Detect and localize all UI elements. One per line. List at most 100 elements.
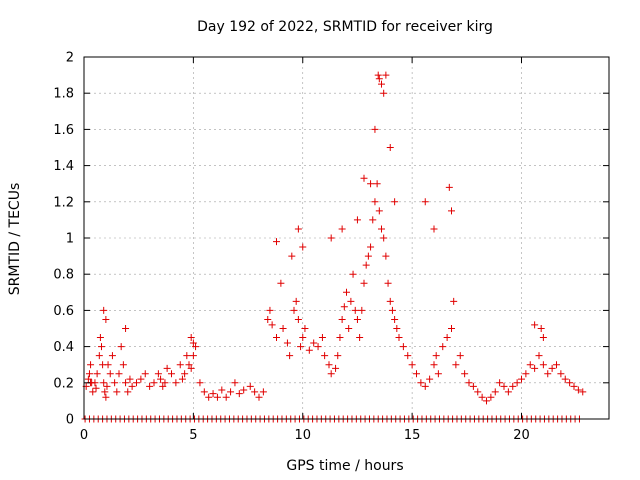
data-point: [526, 361, 534, 369]
data-points: [81, 71, 587, 423]
y-tick-label: 1.2: [53, 195, 74, 210]
data-point: [469, 382, 477, 390]
data-point: [487, 393, 495, 401]
data-point: [189, 352, 197, 360]
data-point: [373, 180, 381, 188]
data-point: [92, 384, 100, 392]
data-point: [369, 216, 377, 224]
data-point: [189, 339, 197, 347]
data-point: [531, 321, 539, 329]
x-tick-label: 0: [80, 428, 88, 443]
axis-ticks: 00.20.40.60.811.21.41.61.820 5 10 15 20: [53, 51, 609, 443]
data-point: [103, 382, 111, 390]
y-tick-label: 0: [66, 413, 74, 428]
data-point: [375, 207, 383, 215]
data-point: [367, 180, 375, 188]
data-point: [456, 352, 464, 360]
data-point: [404, 352, 412, 360]
data-point: [391, 315, 399, 323]
data-point: [305, 346, 313, 354]
data-point: [445, 183, 453, 191]
data-point: [113, 388, 121, 396]
data-point: [122, 379, 130, 387]
data-point: [450, 297, 458, 305]
data-point: [483, 397, 490, 405]
data-point: [332, 364, 340, 372]
data-point: [101, 388, 109, 396]
data-point: [178, 375, 186, 383]
data-point: [380, 89, 388, 97]
data-point: [290, 306, 298, 314]
data-point: [102, 315, 110, 323]
data-point: [321, 352, 329, 360]
data-point: [85, 370, 93, 378]
data-point: [95, 352, 103, 360]
data-point: [548, 364, 556, 372]
data-point: [163, 364, 171, 372]
data-point: [338, 225, 346, 233]
data-point: [108, 352, 116, 360]
data-point: [393, 325, 401, 332]
data-point: [500, 382, 508, 390]
data-point: [279, 325, 287, 332]
data-point: [126, 375, 134, 383]
y-tick-label: 2: [66, 51, 74, 66]
data-point: [353, 216, 361, 224]
data-point: [448, 325, 455, 332]
data-point: [266, 306, 274, 314]
data-point: [159, 382, 167, 390]
data-point: [413, 370, 420, 378]
data-point: [294, 225, 302, 233]
data-point: [439, 343, 447, 351]
data-point: [286, 352, 294, 360]
y-tick-label: 0.6: [53, 304, 74, 319]
data-point: [553, 361, 560, 369]
data-point: [235, 390, 243, 398]
data-point: [299, 334, 307, 342]
data-point: [374, 71, 382, 79]
data-point: [382, 252, 390, 260]
data-point: [299, 243, 307, 251]
data-point: [277, 279, 285, 287]
data-point: [187, 334, 195, 342]
data-point: [150, 379, 158, 387]
data-point: [474, 388, 482, 396]
data-point: [557, 370, 565, 378]
data-point: [325, 361, 333, 369]
data-point: [380, 234, 388, 242]
data-point: [87, 361, 95, 369]
data-point: [518, 375, 525, 383]
data-point: [222, 393, 230, 401]
data-point: [288, 252, 296, 260]
data-point: [334, 352, 342, 360]
data-point: [104, 361, 112, 369]
data-point: [84, 375, 92, 383]
data-point: [371, 125, 379, 133]
data-point: [292, 297, 300, 305]
data-point: [539, 334, 547, 342]
data-point: [336, 334, 344, 342]
data-point: [157, 375, 165, 383]
data-point: [349, 270, 357, 278]
data-point: [119, 361, 127, 369]
data-point: [141, 370, 149, 378]
data-point: [399, 343, 407, 351]
data-point: [310, 339, 318, 347]
data-point: [133, 379, 140, 387]
data-point: [358, 306, 366, 314]
y-tick-label: 1.4: [53, 159, 74, 174]
data-point: [268, 321, 276, 329]
data-point: [360, 174, 368, 182]
data-point: [187, 364, 195, 372]
data-point: [386, 297, 394, 305]
data-point: [430, 361, 438, 369]
data-point: [106, 370, 114, 378]
data-point: [327, 370, 335, 378]
data-point: [240, 386, 248, 394]
data-point: [128, 382, 136, 390]
x-tick-label: 10: [294, 428, 311, 443]
data-point: [338, 315, 346, 323]
data-point: [176, 361, 184, 369]
data-point: [579, 388, 587, 396]
